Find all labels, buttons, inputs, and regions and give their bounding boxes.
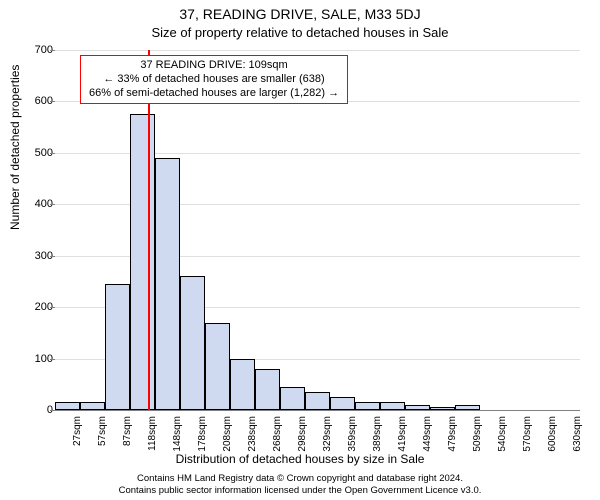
histogram-bar bbox=[80, 402, 105, 410]
histogram-bar bbox=[455, 405, 480, 410]
x-tick-label: 600sqm bbox=[547, 416, 558, 456]
footer-line-1: Contains HM Land Registry data © Crown c… bbox=[0, 473, 600, 484]
annotation-line-1: 37 READING DRIVE: 109sqm bbox=[89, 59, 339, 73]
y-tick-label: 0 bbox=[23, 404, 53, 416]
y-tick-label: 400 bbox=[23, 198, 53, 210]
x-tick-label: 208sqm bbox=[222, 416, 233, 456]
histogram-bar bbox=[255, 369, 280, 410]
histogram-bar bbox=[430, 407, 455, 410]
x-tick-label: 118sqm bbox=[147, 416, 158, 456]
x-tick-label: 238sqm bbox=[247, 416, 258, 456]
x-tick-label: 419sqm bbox=[397, 416, 408, 456]
footer-line-2: Contains public sector information licen… bbox=[0, 485, 600, 496]
annotation-line-2: ← 33% of detached houses are smaller (63… bbox=[89, 73, 339, 87]
x-axis-title: Distribution of detached houses by size … bbox=[0, 452, 600, 466]
x-tick-label: 449sqm bbox=[422, 416, 433, 456]
property-annotation: 37 READING DRIVE: 109sqm ← 33% of detach… bbox=[80, 55, 348, 104]
x-tick-label: 540sqm bbox=[497, 416, 508, 456]
histogram-bar bbox=[355, 402, 380, 410]
x-tick-label: 268sqm bbox=[272, 416, 283, 456]
x-tick-label: 27sqm bbox=[72, 416, 83, 456]
y-tick-label: 300 bbox=[23, 250, 53, 262]
histogram-bar bbox=[205, 323, 230, 410]
histogram-bar bbox=[180, 276, 205, 410]
histogram-bar bbox=[280, 387, 305, 410]
y-tick-label: 200 bbox=[23, 301, 53, 313]
chart-container: 37, READING DRIVE, SALE, M33 5DJ Size of… bbox=[0, 0, 600, 500]
x-tick-label: 178sqm bbox=[197, 416, 208, 456]
histogram-bar bbox=[130, 114, 155, 410]
chart-subtitle: Size of property relative to detached ho… bbox=[0, 25, 600, 40]
x-tick-label: 389sqm bbox=[372, 416, 383, 456]
y-tick-label: 600 bbox=[23, 95, 53, 107]
y-axis-title: Number of detached properties bbox=[8, 65, 22, 230]
x-tick-label: 570sqm bbox=[522, 416, 533, 456]
y-tick-label: 700 bbox=[23, 44, 53, 56]
histogram-bar bbox=[305, 392, 330, 410]
histogram-bar bbox=[405, 405, 430, 410]
x-tick-label: 298sqm bbox=[297, 416, 308, 456]
x-tick-label: 479sqm bbox=[447, 416, 458, 456]
histogram-bar bbox=[330, 397, 355, 410]
x-tick-label: 57sqm bbox=[97, 416, 108, 456]
histogram-bar bbox=[55, 402, 80, 410]
histogram-bar bbox=[155, 158, 180, 410]
histogram-bar bbox=[230, 359, 255, 410]
footer-attribution: Contains HM Land Registry data © Crown c… bbox=[0, 473, 600, 496]
histogram-bar bbox=[105, 284, 130, 410]
chart-title-address: 37, READING DRIVE, SALE, M33 5DJ bbox=[0, 6, 600, 22]
histogram-bar bbox=[380, 402, 405, 410]
x-tick-label: 359sqm bbox=[347, 416, 358, 456]
x-tick-label: 329sqm bbox=[322, 416, 333, 456]
annotation-line-3: 66% of semi-detached houses are larger (… bbox=[89, 87, 339, 101]
y-tick-label: 100 bbox=[23, 353, 53, 365]
x-tick-label: 148sqm bbox=[172, 416, 183, 456]
x-tick-label: 630sqm bbox=[572, 416, 583, 456]
x-tick-label: 87sqm bbox=[122, 416, 133, 456]
y-tick-label: 500 bbox=[23, 147, 53, 159]
x-tick-label: 509sqm bbox=[472, 416, 483, 456]
